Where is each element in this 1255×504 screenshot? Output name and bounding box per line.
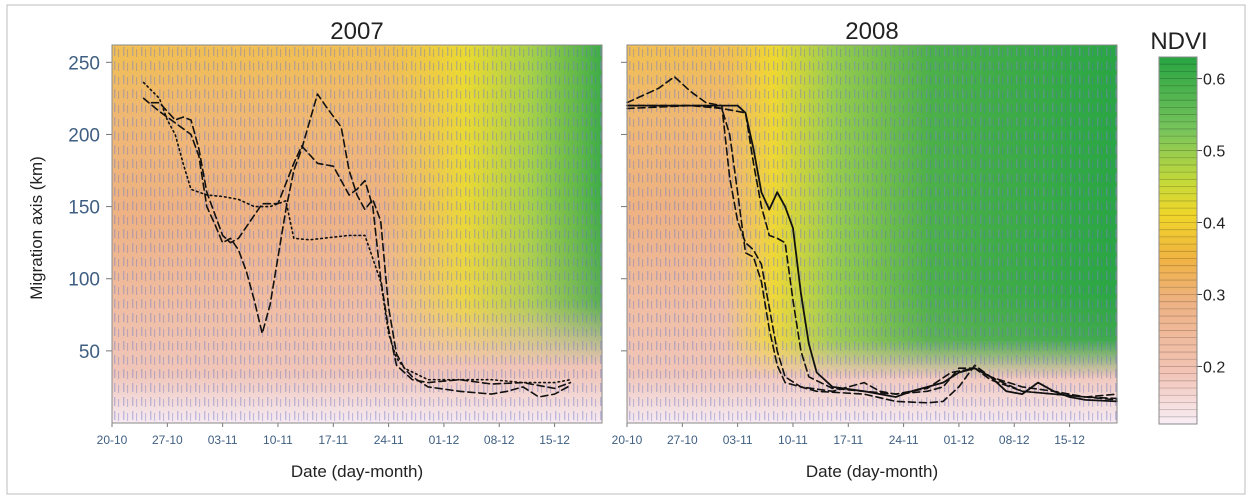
colorbar-tick-label: 0.2 [1203,359,1225,376]
colorbar-ticks: 0.2 0.3 0.4 0.5 0.6 [1197,72,1225,376]
colorbar-tick-label: 0.5 [1203,144,1225,161]
ndvi-colorbar: 0.2 0.3 0.4 0.5 0.6 NDVI [1150,28,1225,425]
x-tick-label: 01-12 [429,433,460,447]
y-axis-label: Migration axis (km) [27,156,46,300]
y-tick-label: 50 [79,342,100,363]
x-tick-label: 08-12 [484,433,515,447]
x-tick-label: 27-10 [152,433,183,447]
y-tick-label: 150 [68,198,100,219]
x-tick-label: 20-10 [97,433,128,447]
colorbar-level-lines [1159,63,1197,418]
x-tick-label: 20-10 [612,433,643,447]
x-tick-label: 10-11 [778,433,808,447]
colorbar-tick-label: 0.6 [1203,72,1225,89]
colorbar-gradient [1159,57,1197,424]
x-tick-label: 15-12 [539,433,570,447]
colorbar-title: NDVI [1150,28,1207,55]
x-axis-label: Date (day-month) [806,462,938,481]
colorbar-tick-label: 0.3 [1203,287,1225,304]
x-tick-label: 03-11 [723,433,753,447]
x-tick-label: 24-11 [889,433,919,447]
trajectory-line-2 [150,101,572,390]
trajectory-line-3 [142,81,572,384]
trajectory-line-1 [142,93,572,398]
trajectory-line-2 [626,104,1118,400]
x-ticks: 20-10 27-10 03-11 10-11 17-11 24-11 01-12 08-12… [97,423,570,447]
y-tick-label: 250 [68,53,100,74]
x-axis-label: Date (day-month) [291,462,423,481]
trajectory-lines [626,75,1118,404]
y-tick-label: 100 [68,270,100,291]
y-ticks [621,61,627,352]
heatmap-stripe-texture [627,45,1117,423]
y-tick-label: 200 [68,125,100,146]
colorbar-border [1158,56,1198,425]
x-tick-label: 01-12 [944,433,975,447]
panel-title-2007: 2007 [330,18,383,45]
panel-2007: 20-10 27-10 03-11 10-11 17-11 24-11 01-12 08-12… [68,18,603,481]
trajectory-line-4 [626,104,1118,404]
panel-border [111,44,603,424]
panel-title-2008: 2008 [845,18,898,45]
panel-2008: 20-10 27-10 03-11 10-11 17-11 24-11 01-12 08-12… [612,18,1118,481]
x-tick-label: 08-12 [999,433,1030,447]
colorbar-tick-label: 0.4 [1203,216,1225,233]
panel-border [626,44,1118,424]
trajectory-lines [142,81,572,398]
x-tick-label: 17-11 [833,433,863,447]
trajectory-line-3 [626,75,1118,398]
x-tick-label: 03-11 [208,433,238,447]
x-tick-label: 27-10 [667,433,698,447]
x-ticks: 20-10 27-10 03-11 10-11 17-11 24-11 01-12 08-12… [612,423,1085,447]
x-tick-label: 17-11 [318,433,348,447]
x-tick-label: 10-11 [263,433,293,447]
y-ticks: 50 100 150 200 250 [68,53,112,363]
x-tick-label: 24-11 [374,433,404,447]
x-tick-label: 15-12 [1054,433,1085,447]
heatmap-stripe-texture [112,45,602,423]
